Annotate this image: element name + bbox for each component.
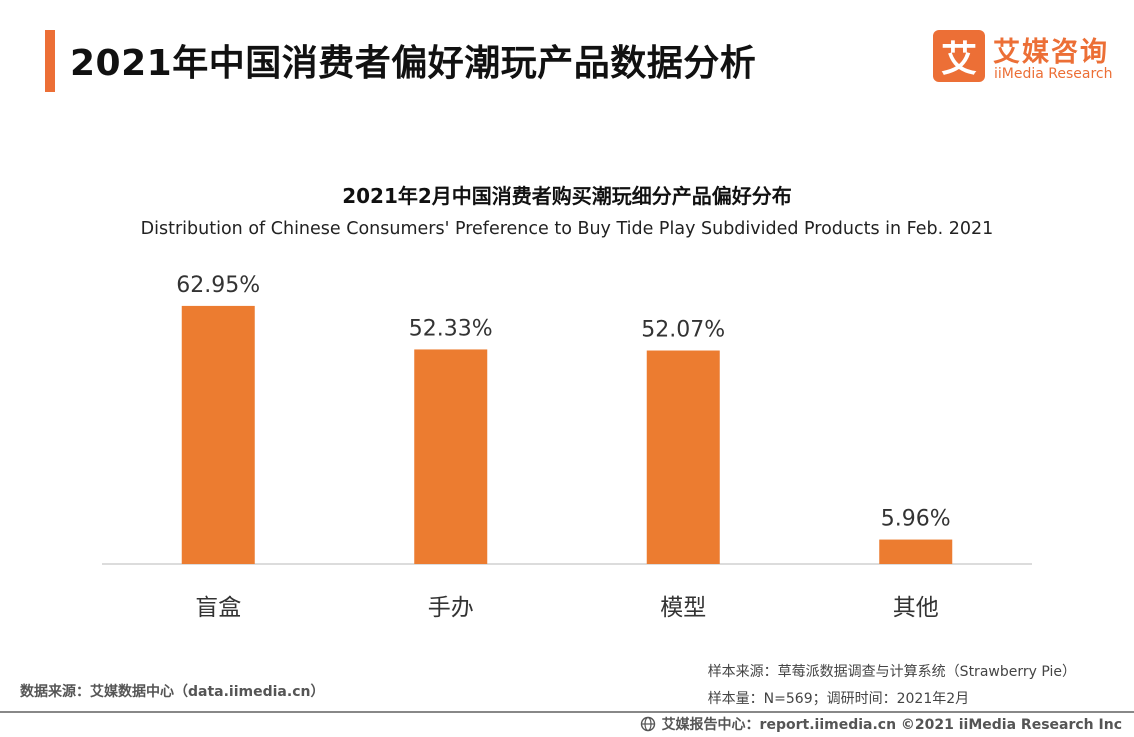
footer-divider: [0, 711, 1134, 713]
report-center-note: 艾媒报告中心：report.iimedia.cn ©2021 iiMedia R…: [640, 714, 1122, 734]
report-center-text: 艾媒报告中心：report.iimedia.cn ©2021 iiMedia R…: [661, 717, 1122, 733]
data-label: 52.33%: [409, 316, 493, 341]
sample-source-note: 样本来源：草莓派数据调查与计算系统（Strawberry Pie）: [707, 664, 1076, 680]
chart-subtitle: Distribution of Chinese Consumers' Prefe…: [140, 219, 994, 239]
brand-logo-icon: 艾: [933, 30, 985, 82]
sample-info: 样本来源：草莓派数据调查与计算系统（Strawberry Pie） 样本量：N=…: [708, 659, 1076, 713]
chart-title: 2021年2月中国消费者购买潮玩细分产品偏好分布: [342, 184, 792, 208]
globe-icon: [640, 716, 655, 732]
bar: [646, 350, 720, 564]
category-tick-label: 盲盒: [195, 595, 241, 621]
page-title: 2021年中国消费者偏好潮玩产品数据分析: [70, 43, 757, 84]
title-accent-bar: [45, 30, 55, 92]
data-label: 5.96%: [881, 507, 951, 532]
brand-name-en: iiMedia Research: [994, 66, 1113, 82]
data-label: 62.95%: [176, 273, 260, 298]
bar: [181, 305, 255, 564]
data-label: 52.07%: [641, 318, 725, 343]
sample-size-note: 样本量：N=569；调研时间：2021年2月: [707, 691, 970, 707]
data-source-note: 数据来源：艾媒数据中心（data.iimedia.cn）: [20, 684, 325, 700]
bar: [879, 539, 953, 564]
category-tick-label: 手办: [428, 595, 474, 621]
bar: [414, 349, 488, 564]
category-tick-label: 模型: [660, 595, 706, 621]
category-tick-label: 其他: [893, 595, 939, 621]
brand-name-cn: 艾媒咨询: [993, 37, 1109, 68]
